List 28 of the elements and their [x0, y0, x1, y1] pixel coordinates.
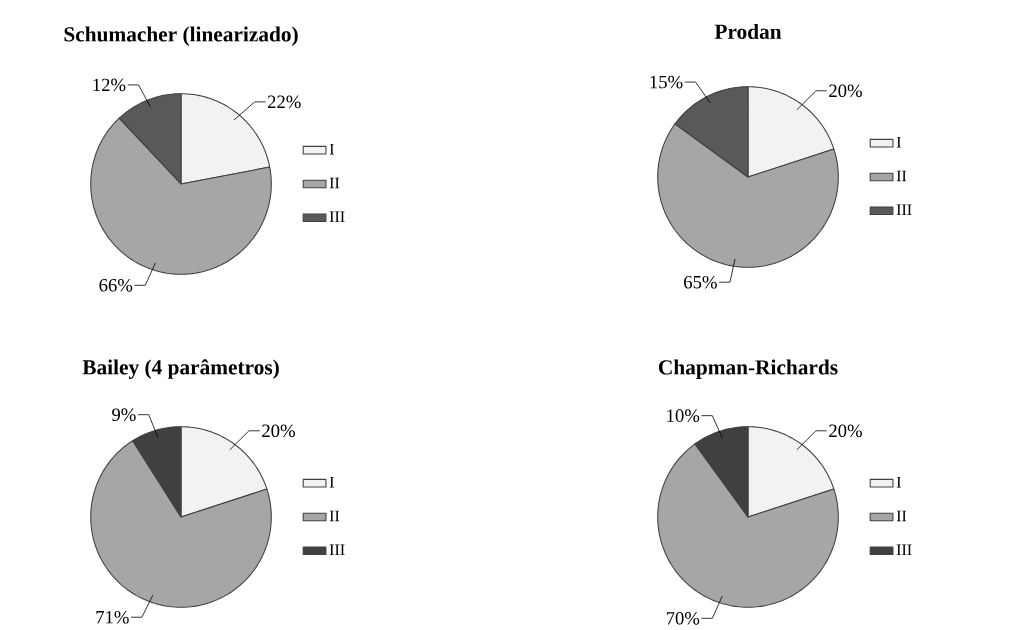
chart-title: Bailey (4 parâmetros): [82, 359, 279, 379]
legend-label: II: [329, 177, 340, 189]
data-label: 9%: [112, 408, 136, 422]
legend-label: II: [896, 170, 907, 182]
data-label: 12%: [93, 78, 126, 92]
legend-label: I: [896, 476, 901, 488]
data-label: 15%: [650, 75, 683, 89]
data-label: 20%: [829, 84, 862, 98]
data-label: 66%: [99, 278, 133, 292]
data-label: 71%: [96, 610, 129, 624]
legend-label: III: [329, 544, 345, 556]
legend-label: III: [329, 211, 345, 223]
data-label: 10%: [667, 409, 700, 422]
chart-title: Chapman-Richards: [658, 359, 838, 379]
data-label: 20%: [829, 424, 862, 438]
legend-label: III: [896, 204, 912, 216]
chart-title: Prodan: [714, 23, 782, 39]
data-label: 22%: [267, 95, 301, 109]
legend-label: II: [896, 510, 907, 522]
legend-label: II: [329, 510, 340, 522]
legend-label: I: [329, 476, 334, 488]
data-label: 65%: [684, 275, 717, 289]
data-label: 70%: [666, 611, 700, 625]
legend-label: III: [896, 544, 912, 556]
legend-label: I: [896, 136, 901, 148]
data-label: 20%: [262, 424, 295, 438]
chart-title: Schumacher (linearizado): [64, 26, 298, 46]
legend-label: I: [329, 143, 334, 155]
